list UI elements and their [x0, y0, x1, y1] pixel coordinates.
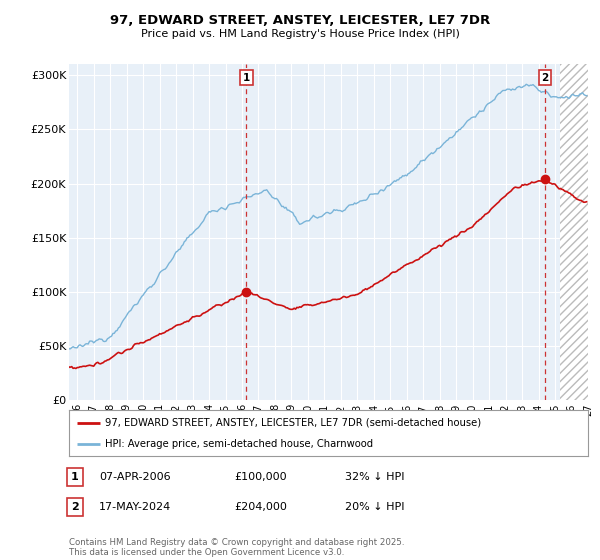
Text: 1: 1 [243, 73, 250, 83]
Text: Price paid vs. HM Land Registry's House Price Index (HPI): Price paid vs. HM Land Registry's House … [140, 29, 460, 39]
Text: 17-MAY-2024: 17-MAY-2024 [99, 502, 171, 512]
Bar [560, 64, 588, 400]
Text: HPI: Average price, semi-detached house, Charnwood: HPI: Average price, semi-detached house,… [106, 439, 373, 449]
Text: £100,000: £100,000 [234, 472, 287, 482]
Text: 07-APR-2006: 07-APR-2006 [99, 472, 170, 482]
Text: 32% ↓ HPI: 32% ↓ HPI [345, 472, 404, 482]
Text: 97, EDWARD STREET, ANSTEY, LEICESTER, LE7 7DR (semi-detached house): 97, EDWARD STREET, ANSTEY, LEICESTER, LE… [106, 418, 481, 428]
Text: £204,000: £204,000 [234, 502, 287, 512]
Text: 1: 1 [71, 472, 79, 482]
Text: 97, EDWARD STREET, ANSTEY, LEICESTER, LE7 7DR: 97, EDWARD STREET, ANSTEY, LEICESTER, LE… [110, 14, 490, 27]
Text: 2: 2 [541, 73, 548, 83]
Text: 2: 2 [71, 502, 79, 512]
Text: Contains HM Land Registry data © Crown copyright and database right 2025.
This d: Contains HM Land Registry data © Crown c… [69, 538, 404, 557]
Text: 20% ↓ HPI: 20% ↓ HPI [345, 502, 404, 512]
